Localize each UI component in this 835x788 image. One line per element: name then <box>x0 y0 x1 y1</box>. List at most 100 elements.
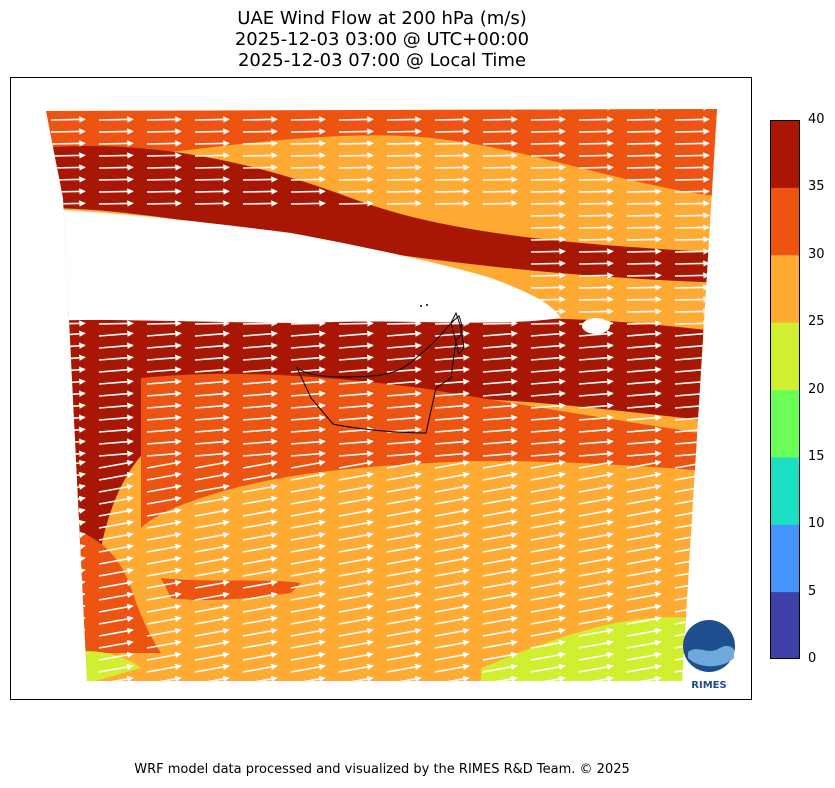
wind-arrow <box>386 483 422 493</box>
wind-arrow <box>674 284 710 291</box>
wind-arrow <box>530 212 566 219</box>
wind-arrow <box>194 176 230 183</box>
wind-arrow <box>578 378 614 385</box>
wind-arrow <box>146 579 182 589</box>
wind-arrow <box>146 519 182 529</box>
wind-arrow <box>482 426 518 433</box>
wind-arrow <box>434 483 470 493</box>
wind-arrow <box>530 260 566 267</box>
wind-arrow <box>530 296 566 303</box>
wind-arrow <box>290 663 326 673</box>
wind-arrow <box>338 152 374 159</box>
wind-arrow <box>530 330 566 337</box>
wind-arrow <box>50 188 86 195</box>
wind-arrow <box>530 483 566 493</box>
wind-arrow <box>434 579 470 589</box>
wind-arrow <box>98 320 134 327</box>
wind-arrow <box>194 471 230 481</box>
wind-arrow <box>482 591 518 601</box>
wind-arrow <box>146 354 182 361</box>
wind-arrow <box>530 471 566 481</box>
wind-arrow <box>386 591 422 601</box>
wind-arrow <box>98 639 134 649</box>
wind-arrow <box>626 284 662 291</box>
wind-arrow <box>386 567 422 577</box>
wind-arrow <box>194 579 230 589</box>
wind-arrow <box>98 543 134 553</box>
wind-arrow <box>194 483 230 493</box>
musandam-boundary <box>450 311 465 356</box>
wind-arrow <box>578 507 614 517</box>
wind-arrow <box>578 354 614 361</box>
wind-arrow <box>386 140 422 147</box>
wind-arrow <box>626 651 662 661</box>
wind-arrow <box>511 109 518 111</box>
wind-arrow <box>290 414 326 421</box>
wind-arrow <box>434 116 470 123</box>
wind-arrow <box>530 116 566 123</box>
wind-arrow <box>194 426 230 433</box>
wind-arrow <box>530 438 566 445</box>
wind-arrow <box>626 639 662 649</box>
wind-arrow <box>578 296 614 303</box>
wind-arrow <box>194 450 230 457</box>
wind-arrow <box>626 519 662 529</box>
wind-arrow <box>146 438 182 445</box>
wind-arrow <box>674 164 710 171</box>
wind-arrow <box>578 366 614 373</box>
wind-speed-field <box>46 109 717 681</box>
wind-arrow <box>434 450 470 457</box>
island-marker <box>420 305 422 307</box>
colorbar-border <box>770 120 800 659</box>
wind-arrow <box>50 152 86 159</box>
wind-arrow <box>338 438 374 445</box>
wind-arrow <box>146 164 182 171</box>
wind-arrow <box>434 320 470 327</box>
wind-arrow <box>338 176 374 183</box>
wind-arrow <box>194 354 230 361</box>
wind-arrow <box>578 459 614 469</box>
wind-arrow <box>578 176 614 183</box>
wind-arrow <box>626 176 662 183</box>
wind-arrow <box>626 402 662 409</box>
wind-arrow <box>482 450 518 457</box>
wind-arrow <box>578 591 614 601</box>
wind-arrow <box>482 378 518 385</box>
wind-arrow <box>386 663 422 673</box>
wind-arrow <box>578 330 614 337</box>
wind-arrow <box>242 414 278 421</box>
wind-arrow <box>578 116 614 123</box>
wind-arrow <box>482 543 518 553</box>
wind-arrow <box>146 140 182 147</box>
wind-arrow <box>434 459 470 469</box>
wind-arrow <box>386 459 422 469</box>
wind-arrow <box>415 109 422 111</box>
wind-arrow <box>338 651 374 661</box>
wind-arrow <box>242 426 278 433</box>
wind-arrow <box>434 200 470 207</box>
wind-arrow <box>530 615 566 625</box>
wind-arrow <box>338 639 374 649</box>
wind-arrow <box>530 354 566 361</box>
wind-arrow <box>242 140 278 147</box>
wind-arrow <box>482 459 518 469</box>
wind-arrow <box>578 248 614 255</box>
wind-arrow <box>578 342 614 349</box>
wind-arrow <box>434 495 470 505</box>
wind-arrow <box>482 128 518 135</box>
wind-arrow <box>434 543 470 553</box>
wind-arrow <box>194 627 230 637</box>
wind-arrow <box>578 651 614 661</box>
wind-arrow <box>482 390 518 397</box>
wind-arrow <box>530 651 566 661</box>
wind-arrow <box>242 567 278 577</box>
wind-arrow <box>530 176 566 183</box>
wind-arrow <box>482 651 518 661</box>
wind-arrow <box>482 320 518 327</box>
uae-boundary <box>295 315 463 434</box>
wind-arrow <box>626 272 662 279</box>
wind-arrow <box>530 200 566 207</box>
wind-arrow <box>626 224 662 231</box>
wind-arrow <box>626 615 662 625</box>
wind-arrow <box>578 152 614 159</box>
